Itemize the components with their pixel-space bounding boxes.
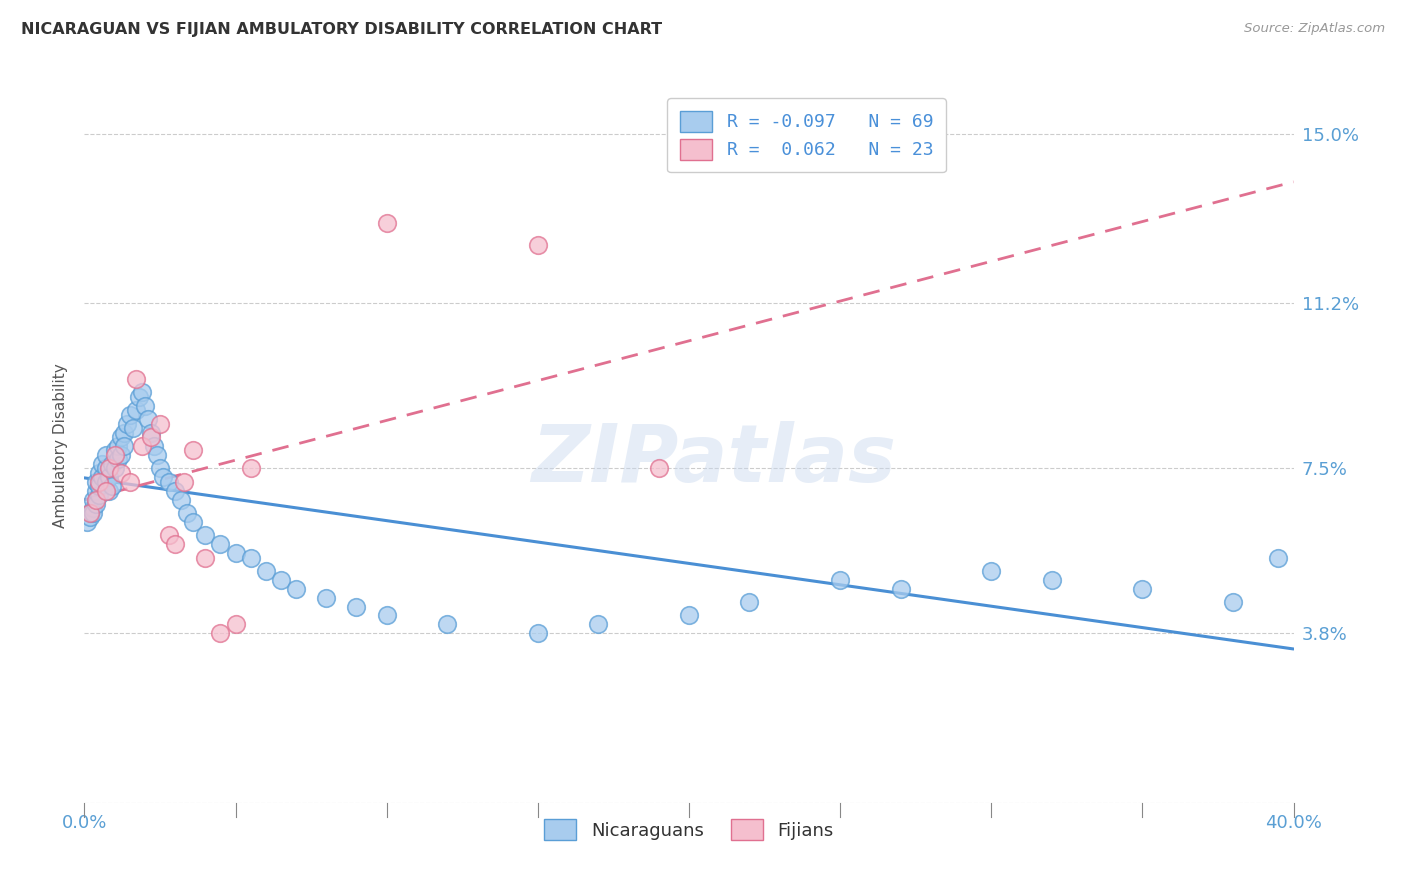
Point: [107, 452, 129, 467]
Point: [315, 591, 337, 605]
Point: [346, 599, 368, 614]
Point: [678, 608, 700, 623]
Point: [82, 492, 104, 507]
Point: [165, 483, 187, 498]
Point: [142, 439, 165, 453]
Text: Source: ZipAtlas.com: Source: ZipAtlas.com: [1244, 22, 1385, 36]
Point: [157, 528, 180, 542]
Point: [131, 385, 153, 400]
Point: [980, 564, 1002, 578]
Point: [94, 448, 117, 462]
Point: [738, 595, 761, 609]
Point: [89, 488, 111, 502]
Point: [139, 425, 162, 440]
Point: [270, 573, 292, 587]
Point: [104, 448, 127, 462]
Point: [136, 412, 159, 426]
Point: [94, 483, 117, 498]
Point: [239, 461, 262, 475]
Point: [89, 466, 111, 480]
Point: [128, 390, 150, 404]
Point: [375, 216, 398, 230]
Point: [79, 506, 101, 520]
Point: [89, 479, 111, 493]
Point: [1040, 573, 1063, 587]
Point: [194, 550, 217, 565]
Point: [209, 537, 232, 551]
Point: [149, 461, 172, 475]
Point: [209, 626, 232, 640]
Point: [97, 461, 120, 475]
Point: [86, 492, 108, 507]
Point: [82, 501, 104, 516]
Point: [97, 470, 120, 484]
Point: [79, 510, 101, 524]
Point: [170, 492, 193, 507]
Text: NICARAGUAN VS FIJIAN AMBULATORY DISABILITY CORRELATION CHART: NICARAGUAN VS FIJIAN AMBULATORY DISABILI…: [21, 22, 662, 37]
Point: [125, 372, 148, 386]
Point: [100, 457, 122, 471]
Point: [436, 617, 458, 632]
Point: [890, 582, 912, 596]
Point: [86, 497, 108, 511]
Point: [94, 475, 117, 489]
Y-axis label: Ambulatory Disability: Ambulatory Disability: [53, 364, 69, 528]
Point: [86, 475, 108, 489]
Point: [86, 483, 108, 498]
Point: [134, 399, 156, 413]
Point: [121, 421, 143, 435]
Legend: Nicaraguans, Fijians: Nicaraguans, Fijians: [537, 812, 841, 847]
Point: [173, 475, 195, 489]
Point: [91, 457, 114, 471]
Point: [82, 506, 104, 520]
Point: [239, 550, 262, 565]
Point: [830, 573, 852, 587]
Point: [146, 448, 169, 462]
Point: [125, 403, 148, 417]
Point: [149, 417, 172, 431]
Point: [648, 461, 671, 475]
Point: [176, 506, 198, 520]
Point: [181, 515, 204, 529]
Point: [76, 515, 98, 529]
Point: [254, 564, 277, 578]
Point: [1130, 582, 1153, 596]
Point: [285, 582, 308, 596]
Point: [588, 617, 610, 632]
Point: [89, 475, 111, 489]
Point: [375, 608, 398, 623]
Point: [112, 425, 135, 440]
Point: [118, 475, 141, 489]
Point: [131, 439, 153, 453]
Point: [107, 439, 129, 453]
Point: [165, 537, 187, 551]
Point: [1267, 550, 1289, 565]
Point: [110, 466, 132, 480]
Point: [194, 528, 217, 542]
Point: [91, 470, 114, 484]
Point: [79, 506, 101, 520]
Point: [152, 470, 174, 484]
Point: [527, 238, 550, 252]
Point: [115, 417, 138, 431]
Point: [527, 626, 550, 640]
Point: [104, 443, 127, 458]
Point: [1222, 595, 1244, 609]
Point: [139, 430, 162, 444]
Point: [112, 439, 135, 453]
Text: ZIPatlas: ZIPatlas: [530, 421, 896, 500]
Point: [97, 483, 120, 498]
Point: [100, 479, 122, 493]
Point: [181, 443, 204, 458]
Point: [118, 408, 141, 422]
Point: [110, 448, 132, 462]
Point: [225, 617, 247, 632]
Point: [94, 461, 117, 475]
Point: [110, 430, 132, 444]
Point: [225, 546, 247, 560]
Point: [104, 461, 127, 475]
Point: [157, 475, 180, 489]
